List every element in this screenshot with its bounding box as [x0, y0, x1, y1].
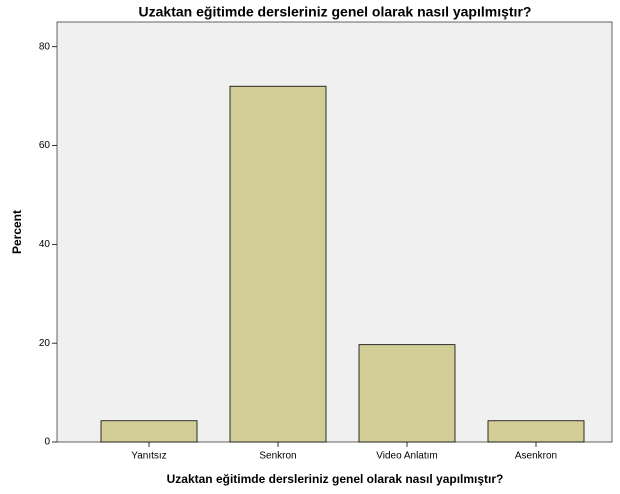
chart-title: Uzaktan eğitimde dersleriniz genel olara… — [139, 4, 532, 20]
y-tick-label: 0 — [44, 437, 50, 448]
x-tick-label: Asenkron — [515, 451, 557, 462]
y-tick-label: 20 — [39, 338, 51, 349]
x-tick-label: Yanıtsız — [131, 451, 166, 462]
y-tick-label: 40 — [39, 239, 51, 250]
y-tick-label: 60 — [39, 140, 51, 151]
y-tick-label: 80 — [39, 41, 51, 52]
x-tick-label: Senkron — [259, 451, 296, 462]
bar — [100, 420, 198, 443]
y-axis-title: Percent — [10, 210, 24, 254]
bar — [487, 420, 585, 443]
plot-area — [56, 21, 613, 443]
x-axis-title: Uzaktan eğitimde dersleriniz genel olara… — [167, 472, 504, 486]
bar — [358, 344, 456, 443]
bar — [229, 85, 327, 443]
x-tick-label: Video Anlatım — [376, 451, 438, 462]
